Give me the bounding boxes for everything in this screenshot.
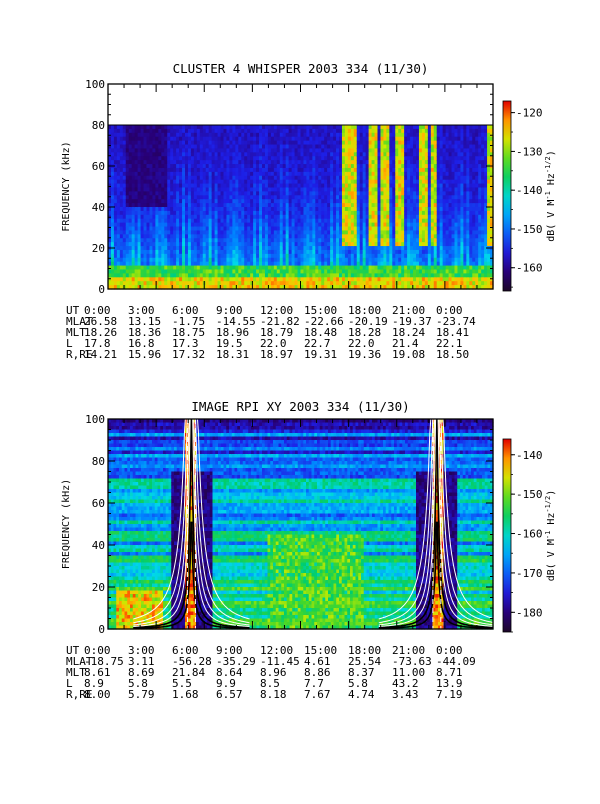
- y-axis-label: FREQUENCY (kHz): [61, 141, 72, 231]
- ephemeris-cell: 7.19: [436, 688, 463, 701]
- y-tick-label: 0: [98, 283, 105, 296]
- y-tick-label: 80: [92, 119, 105, 132]
- ephemeris-cell: 8.00: [84, 688, 111, 701]
- colorbar-tick-label: -170: [516, 567, 543, 580]
- y-tick-label: 20: [92, 242, 105, 255]
- panel-title: IMAGE RPI XY 2003 334 (11/30): [191, 399, 409, 414]
- colorbar-tick-label: -140: [516, 184, 543, 197]
- y-tick-label: 40: [92, 539, 105, 552]
- y-tick-label: 20: [92, 581, 105, 594]
- ephemeris-cell: 3.43: [392, 688, 419, 701]
- ephemeris-cell: 8.18: [260, 688, 287, 701]
- ephemeris-cell: 1.68: [172, 688, 199, 701]
- y-axis-label: FREQUENCY (kHz): [61, 479, 72, 569]
- ephemeris-cell: 18.50: [436, 348, 469, 361]
- colorbar-tick-label: -160: [516, 528, 543, 541]
- colorbar-tick-label: -140: [516, 449, 543, 462]
- ephemeris-cell: 7.67: [304, 688, 331, 701]
- ephemeris-cell: 17.32: [172, 348, 205, 361]
- colorbar: [503, 439, 511, 632]
- colorbar-tick-label: -160: [516, 262, 543, 275]
- colorbar: [503, 101, 511, 291]
- ephemeris-cell: 5.79: [128, 688, 155, 701]
- ephemeris-cell: 6.57: [216, 688, 243, 701]
- ephemeris-cell: 18.97: [260, 348, 293, 361]
- ephemeris-cell: 4.74: [348, 688, 375, 701]
- y-tick-label: 60: [92, 160, 105, 173]
- y-tick-label: 100: [85, 78, 105, 91]
- colorbar-tick-label: -150: [516, 223, 543, 236]
- colorbar-tick-label: -120: [516, 107, 543, 120]
- spectrogram: [108, 125, 494, 290]
- y-tick-label: 60: [92, 497, 105, 510]
- colorbar-tick-label: -180: [516, 606, 543, 619]
- y-tick-label: 100: [85, 413, 105, 426]
- y-tick-label: 40: [92, 201, 105, 214]
- colorbar-tick-label: -130: [516, 145, 543, 158]
- y-tick-label: 80: [92, 455, 105, 468]
- colorbar-tick-label: -150: [516, 488, 543, 501]
- panel-title: CLUSTER 4 WHISPER 2003 334 (11/30): [173, 61, 429, 76]
- y-tick-label: 0: [98, 623, 105, 636]
- ephemeris-cell: 19.36: [348, 348, 381, 361]
- ephemeris-cell: 19.08: [392, 348, 425, 361]
- ephemeris-cell: 18.31: [216, 348, 249, 361]
- ephemeris-cell: 14.21: [84, 348, 117, 361]
- ephemeris-cell: 19.31: [304, 348, 337, 361]
- ephemeris-cell: 15.96: [128, 348, 161, 361]
